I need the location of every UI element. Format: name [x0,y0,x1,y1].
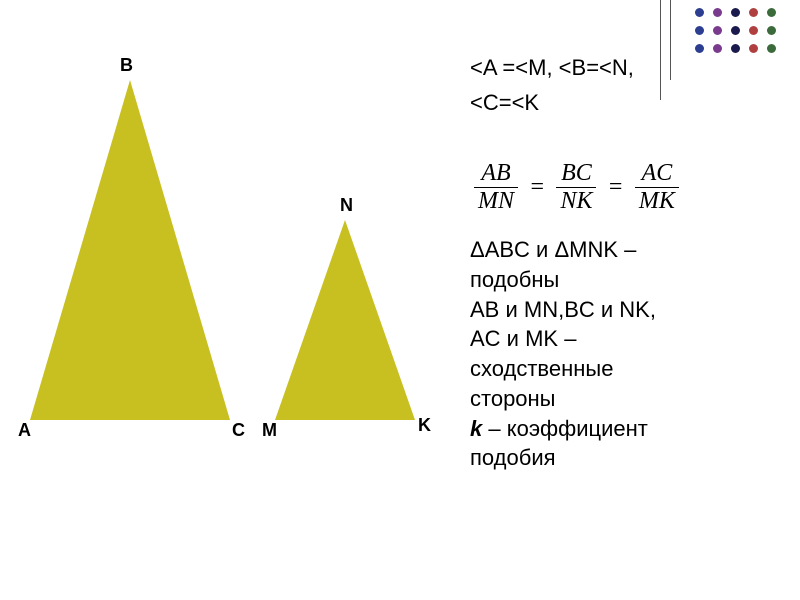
deco-line-2 [670,0,671,80]
ratio-formula: AB MN = BC NK = AC MK [470,160,780,215]
equals-2: = [609,174,623,200]
coeff-k: k [470,416,482,441]
desc-line-4: AC и MK – [470,324,780,354]
deco-line-1 [660,0,661,100]
desc-line-5: сходственные [470,354,780,384]
deco-dot [713,26,722,35]
frac1-den: MN [474,188,518,215]
fraction-2: BC NK [556,160,596,215]
vertex-label-k: K [418,415,431,436]
description-block: ΔABC и ΔMNK – подобны AB и MN,BC и NK, A… [470,235,780,473]
deco-dot [713,44,722,53]
text-area: <A =<M, <B=<N, <C=<K AB MN = BC NK = AC … [470,50,780,473]
triangle-mnk [275,220,415,420]
fraction-3: AC MK [635,160,679,215]
frac2-num: BC [556,160,596,188]
desc-line-2: подобны [470,265,780,295]
deco-dot [731,26,740,35]
frac2-den: NK [556,188,596,215]
deco-dot [695,44,704,53]
desc-line-6: стороны [470,384,780,414]
equals-1: = [530,174,544,200]
diagram-area: A B C M N K [0,0,460,460]
deco-dot [767,44,776,53]
deco-dot [713,8,722,17]
vertex-label-b: B [120,55,133,76]
deco-dot [731,8,740,17]
desc-line-1: ΔABC и ΔMNK – [470,235,780,265]
deco-dot [767,26,776,35]
frac3-den: MK [635,188,679,215]
deco-dot [767,8,776,17]
desc-line-7b: – коэффициент [482,416,648,441]
triangles-svg [0,0,460,460]
deco-dot [749,26,758,35]
condition-line-2: <C=<K [470,85,780,120]
frac1-num: AB [474,160,518,188]
deco-dot [731,44,740,53]
deco-dot [695,8,704,17]
fraction-1: AB MN [474,160,518,215]
deco-dot [749,8,758,17]
deco-dot [695,26,704,35]
vertex-label-m: M [262,420,277,441]
deco-dot [749,44,758,53]
desc-line-3: AB и MN,BC и NK, [470,295,780,325]
vertex-label-c: C [232,420,245,441]
triangle-abc [30,80,230,420]
condition-line-1: <A =<M, <B=<N, [470,50,780,85]
vertex-label-n: N [340,195,353,216]
desc-line-7: k – коэффициент [470,414,780,444]
vertex-label-a: A [18,420,31,441]
frac3-num: AC [635,160,679,188]
desc-line-8: подобия [470,443,780,473]
